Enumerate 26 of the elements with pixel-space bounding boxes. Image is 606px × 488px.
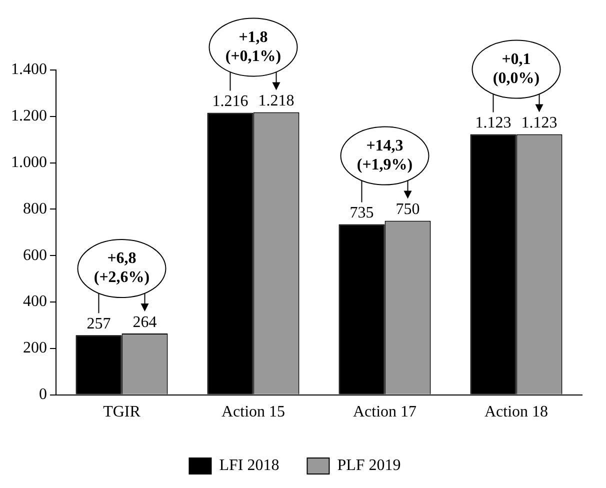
y-tick-label: 600: [23, 246, 47, 264]
y-tick-label: 1.200: [11, 108, 47, 125]
y-tick-label: 200: [23, 340, 47, 357]
legend-label: PLF 2019: [337, 457, 401, 474]
annotation: +6,8 (+2,6%): [94, 250, 150, 286]
data-label: 735: [350, 204, 374, 222]
annotation: +14,3 (+1,9%): [356, 137, 413, 174]
y-tick-label: 1.000: [11, 154, 47, 172]
y-tick-label: 800: [23, 200, 47, 218]
y-tick-label: 0: [39, 386, 47, 404]
y-tick-label: 400: [23, 293, 47, 310]
legend-label: LFI 2018: [219, 457, 280, 474]
text: +1,8 (+0,1%): [225, 28, 282, 65]
data-label: 257: [86, 315, 111, 332]
annotation: +0,1 (0,0%): [492, 50, 540, 87]
data-label: 1.218: [258, 92, 294, 110]
data-label: 750: [396, 201, 420, 218]
data-label: 1.123: [475, 114, 512, 132]
x-tick-label: Action 15: [221, 404, 286, 421]
x-tick-label: TGIR: [103, 404, 141, 421]
data-label: 1.216: [212, 92, 248, 110]
x-tick-label: Action 18: [484, 404, 548, 421]
data-label: 1.123: [521, 114, 558, 132]
y-tick-label: 1.400: [11, 61, 47, 78]
x-tick-label: Action 17: [352, 404, 417, 421]
data-label: 264: [132, 314, 157, 331]
